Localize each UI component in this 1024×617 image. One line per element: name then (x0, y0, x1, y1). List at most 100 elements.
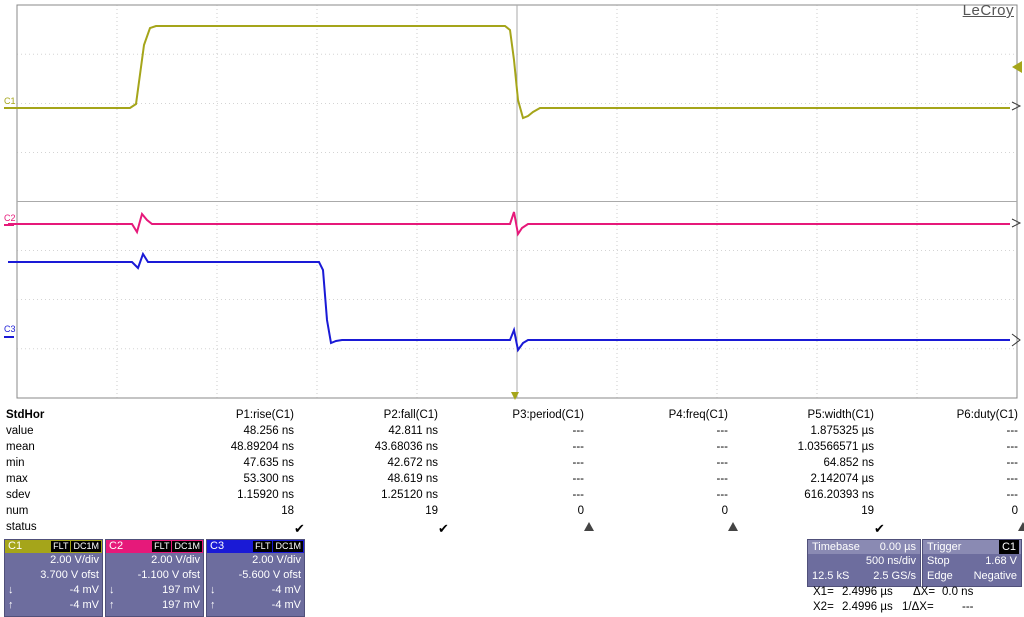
timebase-descriptor[interactable]: Timebase 0.00 µs 500 ns/div 12.5 kS 2.5 GS… (807, 539, 921, 587)
trigger-slope: Negative (973, 570, 1017, 582)
measurement-cell: 616.20393 ns (804, 489, 874, 501)
c1-axis-label: C1 (4, 96, 16, 106)
trace-c3 (8, 251, 1010, 353)
measurement-row-label: mean (6, 441, 35, 453)
cursor-x2-label: X2= (813, 601, 834, 613)
measurement-row-value: value 48.256 ns 42.811 ns --- --- 1.875325 µs… (0, 425, 1024, 441)
c3-ground-marker[interactable]: C3 (4, 324, 16, 338)
waveform-grid: C1 C2 C3 (4, 4, 1022, 400)
cursor-inv-dx-label: 1/ΔX= (902, 601, 934, 613)
measurement-column-p6[interactable]: P6:duty(C1) (956, 409, 1018, 421)
measurement-row-num: num 18 19 0 0 19 0 (0, 505, 1024, 521)
channel-c3-name: C3 (210, 540, 225, 552)
measurement-cell: 2.142074 µs (810, 473, 874, 485)
channel-c3-vdiv: 2.00 V/div (252, 554, 301, 566)
timebase-title: Timebase (812, 541, 860, 553)
channel-c3-offset: -5.600 V ofst (238, 569, 301, 581)
measurement-cell: --- (572, 473, 585, 485)
cursor-x1-value: 2.4996 µs (842, 586, 893, 598)
brand-logo: LeCroy (962, 2, 1014, 19)
trigger-level-marker[interactable] (1012, 61, 1022, 73)
channel-c1-down-arrow: ↓ (8, 584, 14, 596)
channel-c3-header: C3 FLT DC1M (207, 540, 304, 553)
channel-c2-descriptor[interactable]: C2 FLT DC1M 2.00 V/div -1.100 V ofst ↓ 197… (105, 539, 204, 617)
c2-axis-label: C2 (4, 213, 16, 223)
timebase-rate: 2.5 GS/s (873, 570, 916, 582)
measurement-cell: 43.68036 ns (374, 441, 438, 453)
measurement-cell: --- (572, 489, 585, 501)
measurement-column-p1[interactable]: P1:rise(C1) (235, 409, 294, 421)
measurement-cell: --- (1006, 441, 1019, 453)
channel-c3-descriptor[interactable]: C3 FLT DC1M 2.00 V/div -5.600 V ofst ↓ -4 … (206, 539, 305, 617)
measurement-cell: 19 (861, 505, 874, 517)
channel-c2-flag-impedance: DC1M (172, 541, 202, 552)
channel-c1-vdiv: 2.00 V/div (50, 554, 99, 566)
cursor-inv-dx-value: --- (962, 601, 974, 613)
waveform-display[interactable]: C1 C2 C3 LeCroy (0, 0, 1024, 400)
measurement-column-p4[interactable]: P4:freq(C1) (668, 409, 728, 421)
measurement-row-label: num (6, 505, 29, 517)
trace-c2 (8, 211, 1010, 237)
measurement-table: StdHor P1:rise(C1) P2:fall(C1) P3:period… (0, 409, 1024, 537)
timebase-samples: 12.5 kS (812, 570, 850, 582)
trigger-type: Edge (927, 570, 953, 582)
c3-axis-label: C3 (4, 324, 16, 334)
channel-c1-offset: 3.700 V ofst (40, 569, 99, 581)
measurement-column-p3[interactable]: P3:period(C1) (512, 409, 584, 421)
measurement-cell: 48.89204 ns (230, 441, 294, 453)
measurement-cell: --- (716, 489, 729, 501)
channel-c3-down-arrow: ↓ (210, 584, 216, 596)
measurement-cell: --- (716, 425, 729, 437)
measurement-column-p2[interactable]: P2:fall(C1) (383, 409, 438, 421)
channel-c2-name: C2 (109, 540, 124, 552)
measurement-cell: 0 (577, 505, 584, 517)
channel-c1-name: C1 (8, 540, 23, 552)
measurement-cell: --- (1006, 473, 1019, 485)
trigger-source: C1 (998, 540, 1019, 554)
timebase-delay: 0.00 µs (879, 541, 916, 553)
channel-c1-down-value: -4 mV (69, 584, 99, 596)
measurement-cell: --- (572, 441, 585, 453)
channel-c1-flag-impedance: DC1M (71, 541, 101, 552)
trace-c1 (8, 25, 1010, 120)
measurement-cell: 1.15920 ns (237, 489, 294, 501)
measurement-column-p5[interactable]: P5:width(C1) (807, 409, 874, 421)
channel-c1-flag-coupling: FLT (51, 541, 71, 552)
channel-c3-up-value: -4 mV (271, 599, 301, 611)
measurement-cell: 1.25120 ns (381, 489, 438, 501)
measurement-cell: 42.672 ns (387, 457, 438, 469)
measurement-cell: --- (1006, 425, 1019, 437)
measurement-cell: 53.300 ns (243, 473, 294, 485)
channel-c2-vdiv: 2.00 V/div (151, 554, 200, 566)
measurement-row-label: min (6, 457, 25, 469)
measurement-row-sdev: sdev 1.15920 ns 1.25120 ns --- --- 616.20393 … (0, 489, 1024, 505)
channel-c2-down-arrow: ↓ (109, 584, 115, 596)
measurement-cell: 0 (721, 505, 728, 517)
measurement-cell: 48.256 ns (243, 425, 294, 437)
channel-c1-descriptor[interactable]: C1 FLT DC1M 2.00 V/div 3.700 V ofst ↓ -4 m… (4, 539, 103, 617)
measurement-row-label: sdev (6, 489, 31, 501)
trigger-position-marker[interactable] (511, 392, 519, 400)
channel-c1-up-arrow: ↑ (8, 599, 14, 611)
trigger-descriptor[interactable]: Trigger C1 Stop 1.68 V Edge Negative (922, 539, 1022, 587)
channel-c1-header: C1 FLT DC1M (5, 540, 102, 553)
channel-c3-flag-coupling: FLT (253, 541, 273, 552)
measurement-cell: --- (716, 441, 729, 453)
measurement-cell: 42.811 ns (388, 425, 438, 437)
measurement-cell: --- (716, 457, 729, 469)
measurement-cell: --- (1006, 457, 1019, 469)
c1-ground-marker[interactable]: C1 (4, 96, 16, 109)
cursor-dx-label: ΔX= (913, 586, 936, 598)
measurement-cell: --- (1006, 489, 1019, 501)
trigger-level: 1.68 V (985, 555, 1017, 567)
c2-ground-marker[interactable]: C2 (4, 213, 16, 226)
channel-c2-up-arrow: ↑ (109, 599, 115, 611)
channel-c2-down-value: 197 mV (162, 584, 200, 596)
timebase-tdiv: 500 ns/div (865, 555, 916, 567)
measurement-cell: 48.619 ns (387, 473, 438, 485)
measurement-cell: --- (572, 457, 585, 469)
status-row: status ✔ ✔ ✔ (0, 521, 1024, 537)
cursor-x1-label: X1= (813, 586, 834, 598)
measurement-cell: --- (716, 473, 729, 485)
status-row-label: status (6, 521, 37, 533)
